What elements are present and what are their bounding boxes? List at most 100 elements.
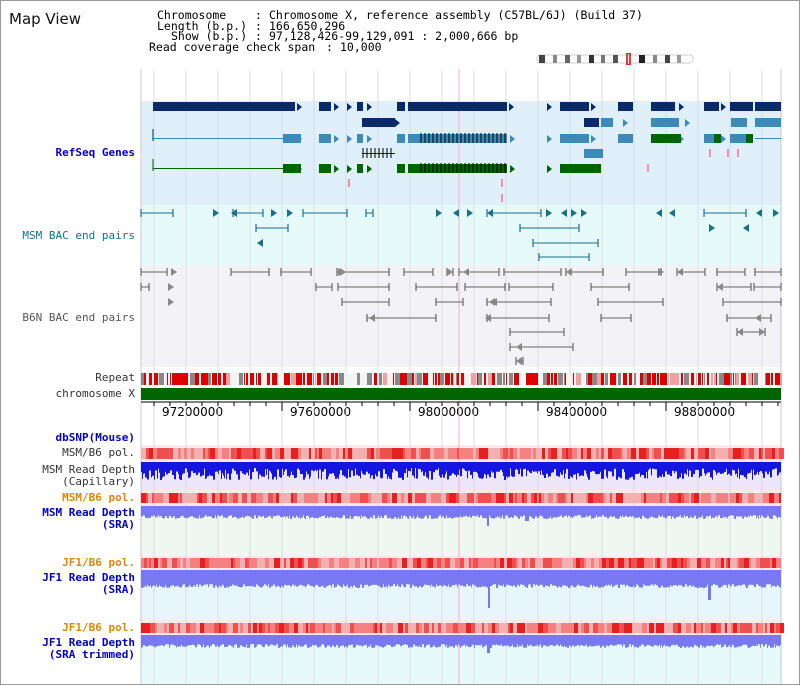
msm-bac-end (669, 209, 675, 217)
msm-b6-pol2-cell (711, 493, 716, 503)
jf1-trim-depth-bar (770, 635, 771, 648)
jf1-trim-depth-bar (774, 635, 775, 645)
jf1-sra-depth-bar (254, 570, 256, 587)
jf1-b6-pol-cell (552, 558, 557, 568)
msm-sra-depth-bar (297, 506, 298, 517)
jf1-trim-depth-bar (684, 635, 685, 648)
repeat-element (407, 373, 412, 385)
jf1-trim-depth-bar (174, 635, 176, 646)
jf1-sra-depth-bar (222, 570, 223, 585)
msm-sra-depth-bar (153, 506, 155, 516)
b6n-bac-end (491, 298, 497, 306)
jf1-b6-pol-cell (721, 558, 724, 568)
capillary-depth-bar (767, 462, 769, 475)
chromosome-ideogram[interactable] (531, 53, 697, 65)
msm-sra-depth-bar (685, 506, 686, 518)
jf1-trim-depth-bar (257, 635, 258, 645)
repeat-element (664, 373, 667, 385)
msm-b6-pol-cell (162, 448, 167, 459)
msm-sra-depth-bar (241, 506, 243, 517)
jf1-sra-depth-bar (378, 570, 380, 587)
msm-sra-depth-bar (762, 506, 763, 516)
msm-b6-pol2-cell (678, 493, 681, 503)
track-label-jf1-depth-sra[interactable]: JF1 Read Depth (SRA) (42, 571, 135, 596)
jf1-b6-pol2-cell (543, 623, 548, 633)
repeat-element (212, 373, 217, 385)
jf1-b6-pol2-cell (527, 623, 532, 633)
jf1-sra-depth-bar (387, 570, 388, 588)
capillary-depth-bar (706, 462, 707, 474)
jf1-trim-depth-bar (646, 635, 647, 646)
repeat-element (503, 373, 505, 385)
jf1-trim-depth-bar (518, 635, 519, 648)
jf1-sra-depth-bar (380, 570, 381, 588)
jf1-sra-depth-bar (368, 570, 369, 587)
msm-sra-depth-bar (338, 506, 340, 518)
jf1-trim-depth-bar (627, 635, 628, 648)
jf1-b6-pol2-cell (193, 623, 196, 633)
jf1-trim-depth-bar (747, 635, 748, 647)
capillary-depth-bar (686, 462, 687, 475)
jf1-sra-depth-bar (475, 570, 476, 586)
show-key: Show (b.p.) (171, 29, 248, 43)
msm-sra-depth-bar (625, 506, 627, 516)
jf1-sra-depth-bar (361, 570, 362, 585)
jf1-trim-depth-bar (256, 635, 257, 647)
msm-b6-pol2-cell (723, 493, 728, 503)
jf1-sra-depth-bar (769, 570, 771, 585)
repeat-element (543, 373, 547, 385)
repeat-element (291, 373, 296, 385)
track-label-msm-depth-sra[interactable]: MSM Read Depth (SRA) (42, 506, 135, 531)
track-label-msm-bac[interactable]: MSM BAC end pairs (22, 229, 135, 242)
capillary-depth-bar (387, 462, 388, 479)
msm-sra-depth-bar (708, 506, 709, 518)
refseq-gene-green-exon (651, 134, 681, 143)
jf1-trim-depth-bar (270, 635, 272, 645)
msm-b6-pol-cell (482, 448, 486, 459)
capillary-depth-bar (452, 462, 454, 474)
jf1-sra-depth-bar (164, 570, 165, 588)
jf1-trim-depth-bar (692, 635, 694, 648)
track-label-refseq[interactable]: RefSeq Genes (55, 146, 135, 159)
jf1-sra-band (141, 570, 781, 620)
jf1-trim-depth-bar (240, 635, 242, 646)
capillary-depth-bar (595, 462, 596, 474)
msm-b6-pol2-cell (220, 493, 222, 503)
jf1-trim-depth-bar (451, 635, 453, 647)
msm-sra-depth-bar (303, 506, 304, 516)
msm-sra-depth-bar (162, 506, 163, 519)
jf1-sra-depth-bar (579, 570, 581, 586)
repeat-element (719, 373, 724, 385)
capillary-depth-bar (240, 462, 242, 472)
jf1-trim-depth-bar (330, 635, 332, 648)
jf1-sra-depth-bar (750, 570, 752, 585)
msm-sra-depth-bar (733, 506, 734, 516)
capillary-depth-bar (586, 462, 587, 474)
repeat-element (551, 373, 553, 385)
msm-sra-depth-bar (555, 506, 557, 518)
msm-sra-depth-bar (328, 506, 330, 518)
span-key: Read coverage check span (149, 39, 316, 54)
capillary-depth-bar (398, 462, 400, 478)
msm-sra-depth-bar (381, 506, 382, 517)
jf1-sra-depth-bar (398, 570, 400, 587)
jf1-b6-pol2-cell (419, 623, 422, 633)
jf1-sra-depth-bar (601, 570, 603, 587)
jf1-b6-pol-cell (276, 558, 280, 568)
jf1-trim-depth-bar (647, 635, 649, 646)
msm-sra-depth-bar (195, 506, 196, 518)
jf1-sra-depth-bar (492, 570, 493, 586)
jf1-sra-depth-bar (618, 570, 620, 588)
msm-sra-depth-bar (193, 506, 195, 518)
msm-sra-depth-bar (749, 506, 750, 517)
track-label-b6n-bac[interactable]: B6N BAC end pairs (22, 311, 135, 324)
msm-b6-pol-cell (599, 448, 601, 459)
jf1-trim-depth-bar (430, 635, 432, 648)
msm-sra-depth-bar (425, 506, 427, 516)
msm-sra-depth-bar (458, 506, 460, 518)
msm-sra-depth-bar (706, 506, 708, 517)
track-label-dbsnp[interactable]: dbSNP(Mouse) (55, 431, 135, 444)
msm-b6-pol-cell (453, 448, 457, 459)
track-label-jf1-depth-trimmed[interactable]: JF1 Read Depth (SRA trimmed) (42, 636, 135, 661)
capillary-depth-bar (439, 462, 440, 476)
